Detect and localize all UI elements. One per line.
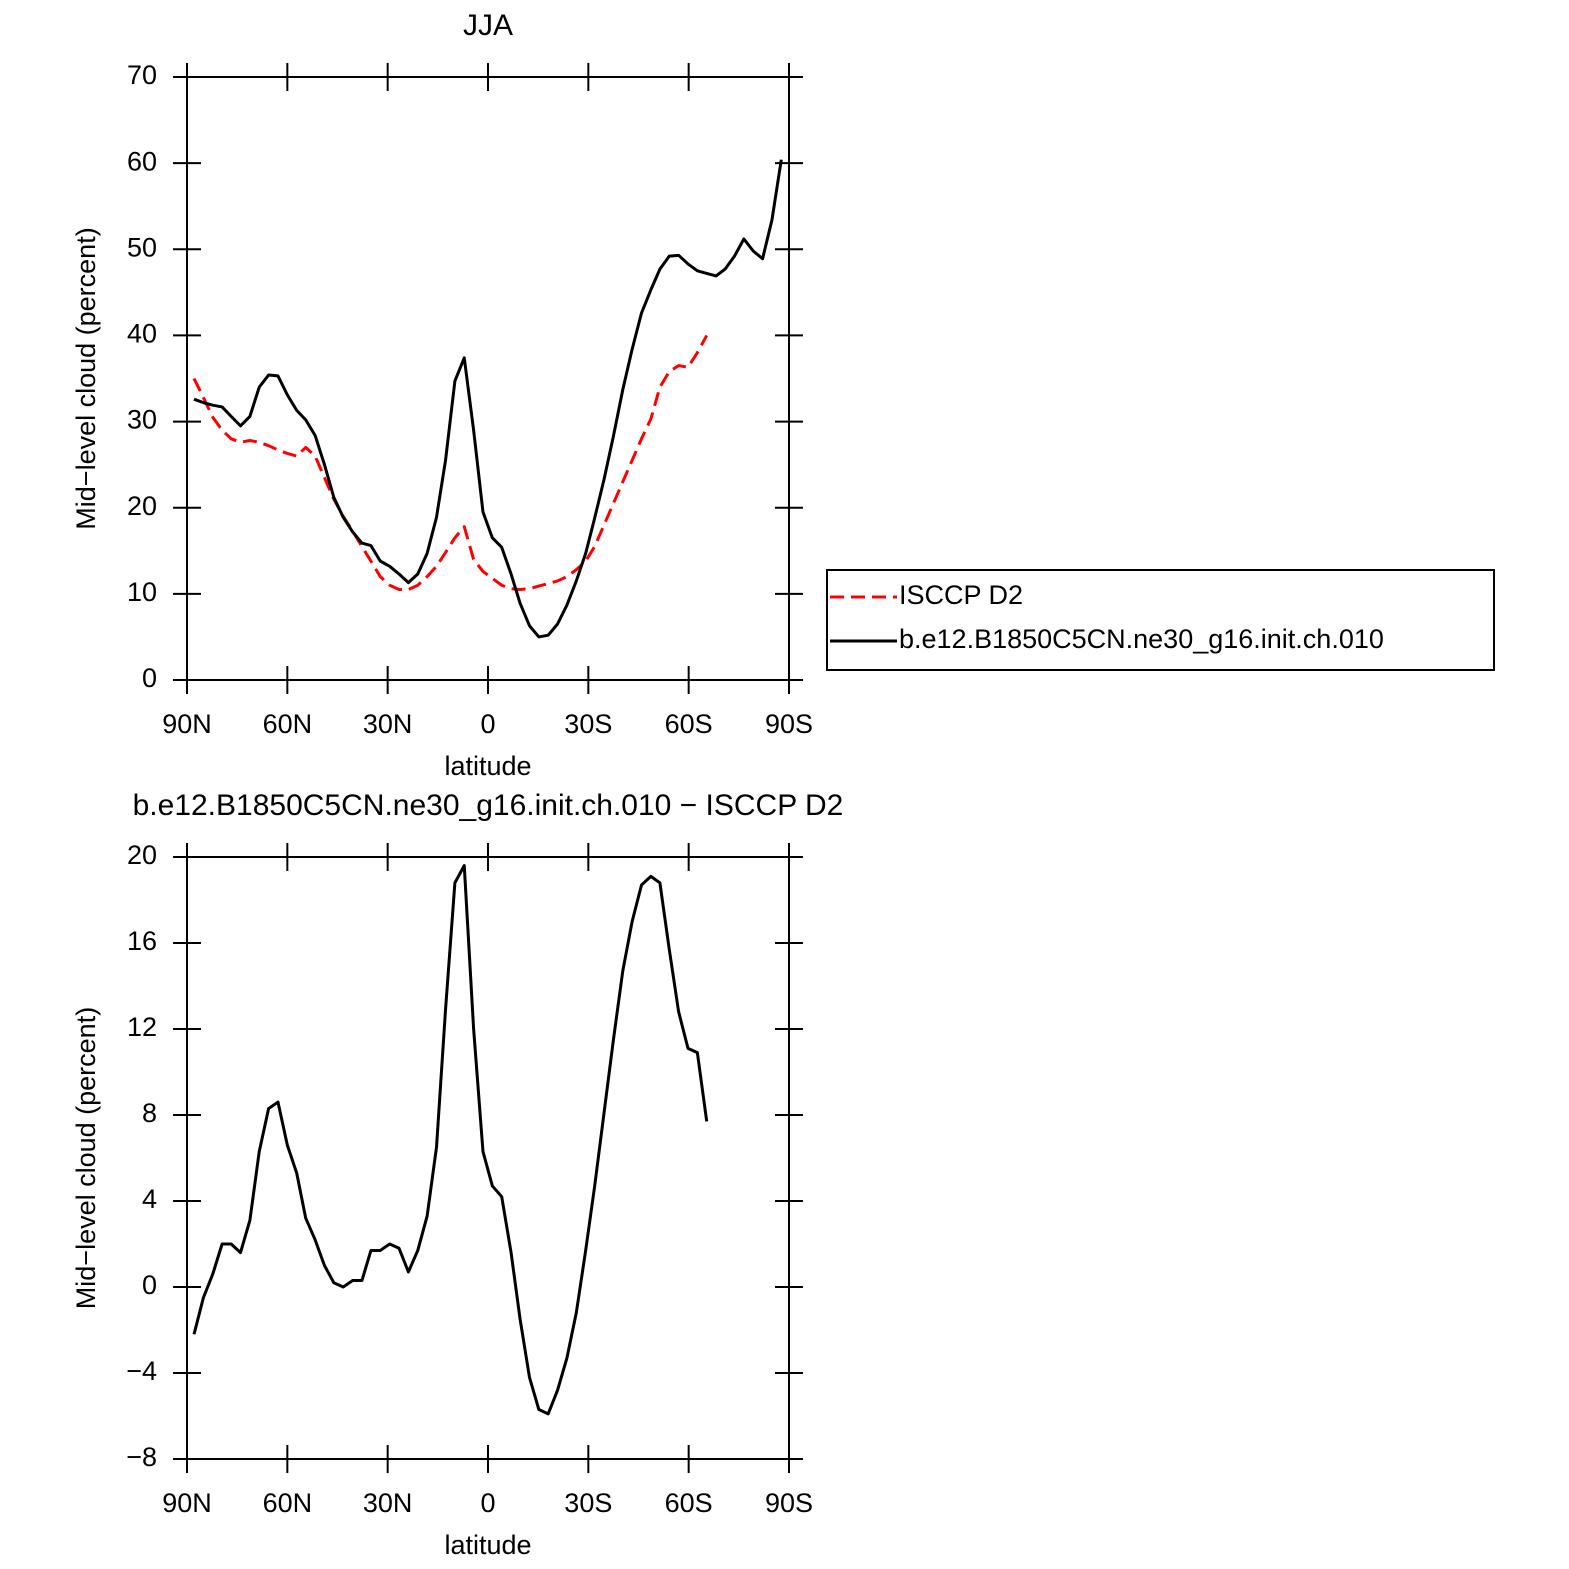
x-tick-label: 30N xyxy=(363,709,413,739)
x-tick-label: 60S xyxy=(665,709,713,739)
y-tick-label: −8 xyxy=(126,1442,157,1472)
y-tick-label: 20 xyxy=(127,491,157,521)
y-tick-label: 70 xyxy=(127,60,157,90)
data-line xyxy=(192,864,709,1416)
y-tick-label: 20 xyxy=(127,840,157,870)
x-tick-label: 30S xyxy=(564,709,612,739)
y-tick-label: 60 xyxy=(127,146,157,176)
x-tick-label: 90S xyxy=(765,709,813,739)
data-line xyxy=(192,334,709,592)
x-tick-label: 30N xyxy=(363,1488,413,1518)
y-tick-label: 4 xyxy=(142,1184,157,1214)
y-tick-label: 30 xyxy=(127,405,157,435)
chart-title: JJA xyxy=(463,9,513,42)
x-axis-label: latitude xyxy=(444,1530,531,1560)
x-tick-label: 30S xyxy=(564,1488,612,1518)
x-tick-label: 90N xyxy=(162,709,212,739)
legend-label: b.e12.B1850C5CN.ne30_g16.init.ch.010 xyxy=(899,624,1384,654)
x-tick-label: 90S xyxy=(765,1488,813,1518)
y-tick-label: 40 xyxy=(127,319,157,349)
y-tick-label: 12 xyxy=(127,1012,157,1042)
legend-box xyxy=(826,569,1495,671)
x-tick-label: 0 xyxy=(480,709,495,739)
x-tick-label: 90N xyxy=(162,1488,212,1518)
x-tick-label: 60S xyxy=(665,1488,713,1518)
y-tick-label: −4 xyxy=(126,1356,157,1386)
x-tick-label: 0 xyxy=(480,1488,495,1518)
legend-label: ISCCP D2 xyxy=(899,580,1023,610)
chart-title: b.e12.B1850C5CN.ne30_g16.init.ch.010 − I… xyxy=(133,789,844,822)
y-tick-label: 10 xyxy=(127,577,157,607)
y-tick-label: 8 xyxy=(142,1098,157,1128)
y-tick-label: 16 xyxy=(127,926,157,956)
y-tick-label: 50 xyxy=(127,232,157,262)
y-axis-label: Mid−level cloud (percent) xyxy=(71,1007,101,1309)
x-axis-label: latitude xyxy=(444,751,531,781)
y-tick-label: 0 xyxy=(142,1270,157,1300)
y-axis-label: Mid−level cloud (percent) xyxy=(71,227,101,529)
plot-frame xyxy=(186,76,790,681)
y-tick-label: 0 xyxy=(142,663,157,693)
data-line xyxy=(193,159,783,639)
plot-frame xyxy=(186,856,790,1460)
x-tick-label: 60N xyxy=(263,709,313,739)
x-tick-label: 60N xyxy=(263,1488,313,1518)
